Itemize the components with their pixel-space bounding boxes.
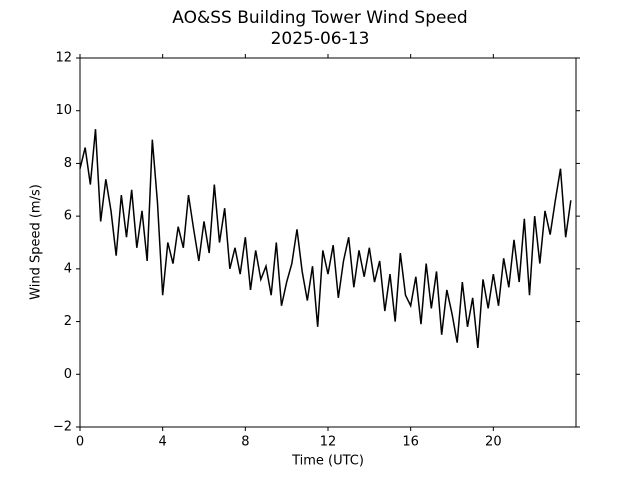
y-tick-label: 4 [64, 261, 72, 276]
x-tick-label: 4 [159, 435, 167, 450]
x-axis-label: Time (UTC) [291, 454, 364, 469]
x-tick-label: 0 [76, 435, 84, 450]
y-tick-label: 12 [55, 51, 72, 66]
y-tick-label: 0 [64, 367, 72, 382]
x-tick-label: 8 [241, 435, 249, 450]
y-tick-label: 10 [55, 103, 72, 118]
y-tick-label: 2 [64, 314, 72, 329]
y-tick-label: 6 [64, 209, 72, 224]
data-line [79, 129, 572, 349]
plot-frame [79, 57, 577, 428]
chart-title: AO&SS Building Tower Wind Speed [172, 8, 467, 28]
x-tick-label: 20 [485, 435, 502, 450]
y-axis-label: Wind Speed (m/s) [29, 184, 44, 300]
chart-subtitle: 2025-06-13 [271, 29, 370, 49]
x-tick-label: 12 [320, 435, 337, 450]
x-tick-label: 16 [402, 435, 419, 450]
y-tick-label: −2 [53, 420, 72, 435]
y-tick-label: 8 [64, 156, 72, 171]
